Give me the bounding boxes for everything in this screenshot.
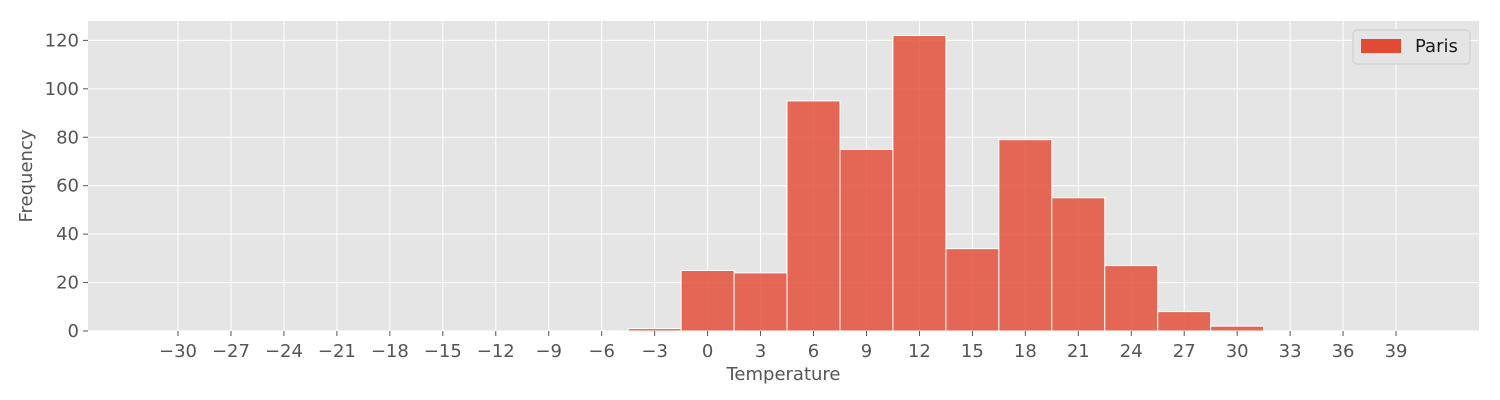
histogram-bar — [945, 248, 1000, 332]
x-tick-label: −24 — [265, 341, 303, 362]
x-tick-label: 39 — [1385, 341, 1408, 362]
x-tick-label: −9 — [535, 341, 562, 362]
x-tick-label: −21 — [318, 341, 356, 362]
legend: Paris — [1352, 29, 1471, 65]
y-tick-label: 80 — [56, 127, 79, 148]
legend-label-paris: Paris — [1415, 36, 1458, 57]
histogram-bar — [1104, 265, 1159, 332]
histogram-bar — [998, 139, 1053, 332]
y-tick-label: 0 — [68, 321, 79, 342]
histogram-bar — [733, 272, 788, 332]
histogram-bar — [627, 328, 682, 332]
histogram-bar — [786, 100, 841, 332]
legend-swatch-paris — [1361, 39, 1401, 53]
y-axis-label: Frequency — [16, 129, 37, 222]
x-tick-label: −27 — [212, 341, 250, 362]
x-tick-label: 27 — [1173, 341, 1196, 362]
x-tick-label: 0 — [702, 341, 713, 362]
y-tick-label: 100 — [45, 79, 79, 100]
x-tick-label: −3 — [641, 341, 668, 362]
y-tick-label: 20 — [56, 273, 79, 294]
x-tick-label: −18 — [371, 341, 409, 362]
y-axis-ticks: 0 20 40 60 80 100 120 — [45, 30, 88, 342]
x-tick-label: 36 — [1332, 341, 1355, 362]
x-tick-label: 12 — [908, 341, 931, 362]
y-tick-label: 60 — [56, 176, 79, 197]
histogram-bar — [839, 148, 894, 332]
x-tick-label: −12 — [477, 341, 515, 362]
x-tick-label: 21 — [1067, 341, 1090, 362]
x-tick-label: 6 — [808, 341, 819, 362]
x-tick-label: −6 — [588, 341, 615, 362]
x-tick-label: 9 — [861, 341, 872, 362]
x-tick-label: 3 — [755, 341, 766, 362]
y-tick-label: 120 — [45, 30, 79, 51]
x-tick-label: −15 — [424, 341, 462, 362]
histogram-bar — [892, 35, 947, 332]
legend-box — [1352, 29, 1471, 65]
x-tick-label: 18 — [1014, 341, 1037, 362]
x-tick-label: 24 — [1120, 341, 1143, 362]
x-tick-label: 33 — [1279, 341, 1302, 362]
histogram-bar — [1210, 325, 1265, 332]
x-axis-ticks: −30 −27 −24 −21 −18 −15 −12 −9 −6 −3 0 3 6 9 12 15 18 21 2… — [159, 331, 1407, 362]
histogram-bar — [1051, 197, 1106, 332]
x-tick-label: 15 — [961, 341, 984, 362]
y-tick-label: 40 — [56, 224, 79, 245]
x-tick-label: 30 — [1226, 341, 1249, 362]
x-axis-label: Temperature — [725, 364, 840, 385]
histogram-bar — [680, 269, 735, 332]
histogram-bar — [1157, 311, 1212, 332]
bars — [627, 35, 1265, 332]
x-tick-label: −30 — [159, 341, 197, 362]
